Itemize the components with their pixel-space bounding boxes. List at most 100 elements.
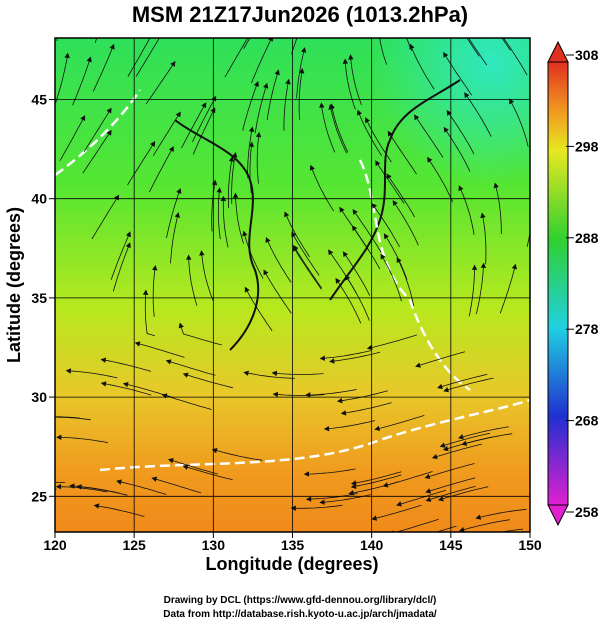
streamline-arrow <box>64 52 70 59</box>
streamline-arrow <box>265 237 271 243</box>
streamline <box>228 160 233 209</box>
streamline-arrow <box>345 274 351 281</box>
streamline <box>72 60 90 106</box>
streamline <box>148 149 173 193</box>
streamline <box>354 212 382 253</box>
streamline-arrow <box>3 494 9 499</box>
streamline-arrow <box>374 425 381 432</box>
streamline <box>448 113 475 155</box>
streamline <box>276 393 325 396</box>
streamline <box>510 101 529 147</box>
streamline-arrow <box>174 212 180 218</box>
streamline <box>340 390 388 402</box>
streamline-arrow <box>210 107 216 114</box>
streamline-arrow <box>274 69 280 76</box>
x-tick-label: 140 <box>360 537 384 553</box>
streamline-arrow <box>106 107 112 114</box>
streamline <box>352 481 400 494</box>
x-tick-label: 150 <box>518 537 542 553</box>
streamline-arrow <box>285 78 291 85</box>
streamline <box>435 525 457 532</box>
streamline <box>294 504 343 509</box>
streamline-arrow <box>329 103 335 109</box>
streamline-arrow <box>268 38 273 42</box>
streamline-arrow <box>290 505 296 511</box>
plot-area <box>3 31 530 532</box>
streamline <box>152 268 156 317</box>
streamline-arrow <box>461 440 468 446</box>
streamline-arrow <box>149 31 154 37</box>
streamline <box>112 245 130 292</box>
streamline-arrow <box>458 185 464 192</box>
streamline-arrow <box>414 114 420 121</box>
streamline <box>428 477 476 492</box>
streamline-arrow <box>201 102 207 109</box>
x-tick-label: 120 <box>43 537 67 553</box>
streamline-arrow <box>383 233 389 240</box>
streamline-arrow <box>348 54 354 60</box>
streamline <box>283 82 289 131</box>
x-tick-label: 135 <box>281 537 305 553</box>
streamline <box>350 58 362 106</box>
streamline <box>307 468 356 475</box>
streamline-arrow <box>493 182 499 189</box>
colorbar-tick-label: 298 <box>575 138 599 154</box>
streamline <box>138 343 185 358</box>
streamline <box>181 105 205 149</box>
streamline <box>398 260 415 307</box>
streamline <box>376 163 405 204</box>
streamline-arrow <box>480 212 486 219</box>
streamline-arrow <box>142 289 149 295</box>
streamline-arrow <box>300 47 307 53</box>
streamline <box>235 196 244 244</box>
streamline <box>482 216 487 265</box>
streamline-arrow <box>134 341 141 347</box>
streamline <box>90 38 92 39</box>
streamline <box>56 38 58 42</box>
streamline <box>446 377 494 391</box>
streamline <box>127 144 154 186</box>
y-tick-label: 40 <box>31 191 47 207</box>
streamline-arrow <box>182 464 189 470</box>
streamline-arrow <box>228 156 235 162</box>
streamline-arrow <box>386 173 392 180</box>
streamline <box>389 133 417 175</box>
streamline-arrow <box>340 410 347 416</box>
streamline <box>330 108 348 154</box>
streamline-arrow <box>109 43 115 50</box>
streamline <box>244 234 264 279</box>
streamline <box>309 493 358 500</box>
streamline <box>394 203 419 246</box>
streamline <box>332 351 381 362</box>
streamline <box>256 135 260 184</box>
streamline <box>418 351 466 366</box>
streamline-arrow <box>305 392 311 398</box>
streamline-arrow <box>263 82 269 89</box>
streamline-arrow <box>5 490 11 495</box>
streamline-arrow <box>86 56 92 63</box>
streamline-arrow <box>371 202 377 209</box>
streamline-arrow <box>443 51 449 58</box>
streamline <box>344 402 392 414</box>
streamline <box>247 372 295 379</box>
streamline-arrow <box>336 397 343 404</box>
credit: Drawing by DCL (https://www.gfd-dennou.o… <box>164 595 437 606</box>
streamline <box>192 99 215 143</box>
streamline-arrow <box>28 415 33 420</box>
streamline <box>499 267 516 314</box>
streamline-arrow <box>392 200 398 207</box>
streamline-arrow <box>248 141 255 148</box>
streamline-arrow <box>253 81 259 87</box>
streamline <box>445 129 471 172</box>
streamline <box>82 132 110 174</box>
streamline <box>119 481 167 495</box>
streamline-arrow <box>350 483 357 489</box>
streamline-arrow <box>356 109 362 116</box>
y-tick-label: 25 <box>31 488 47 504</box>
streamline-arrow <box>471 264 478 270</box>
streamline <box>499 528 524 532</box>
y-tick-label: 35 <box>31 290 47 306</box>
streamline-arrow <box>293 244 299 251</box>
colorbar-tick-label: 278 <box>575 321 599 337</box>
streamline <box>127 38 151 77</box>
